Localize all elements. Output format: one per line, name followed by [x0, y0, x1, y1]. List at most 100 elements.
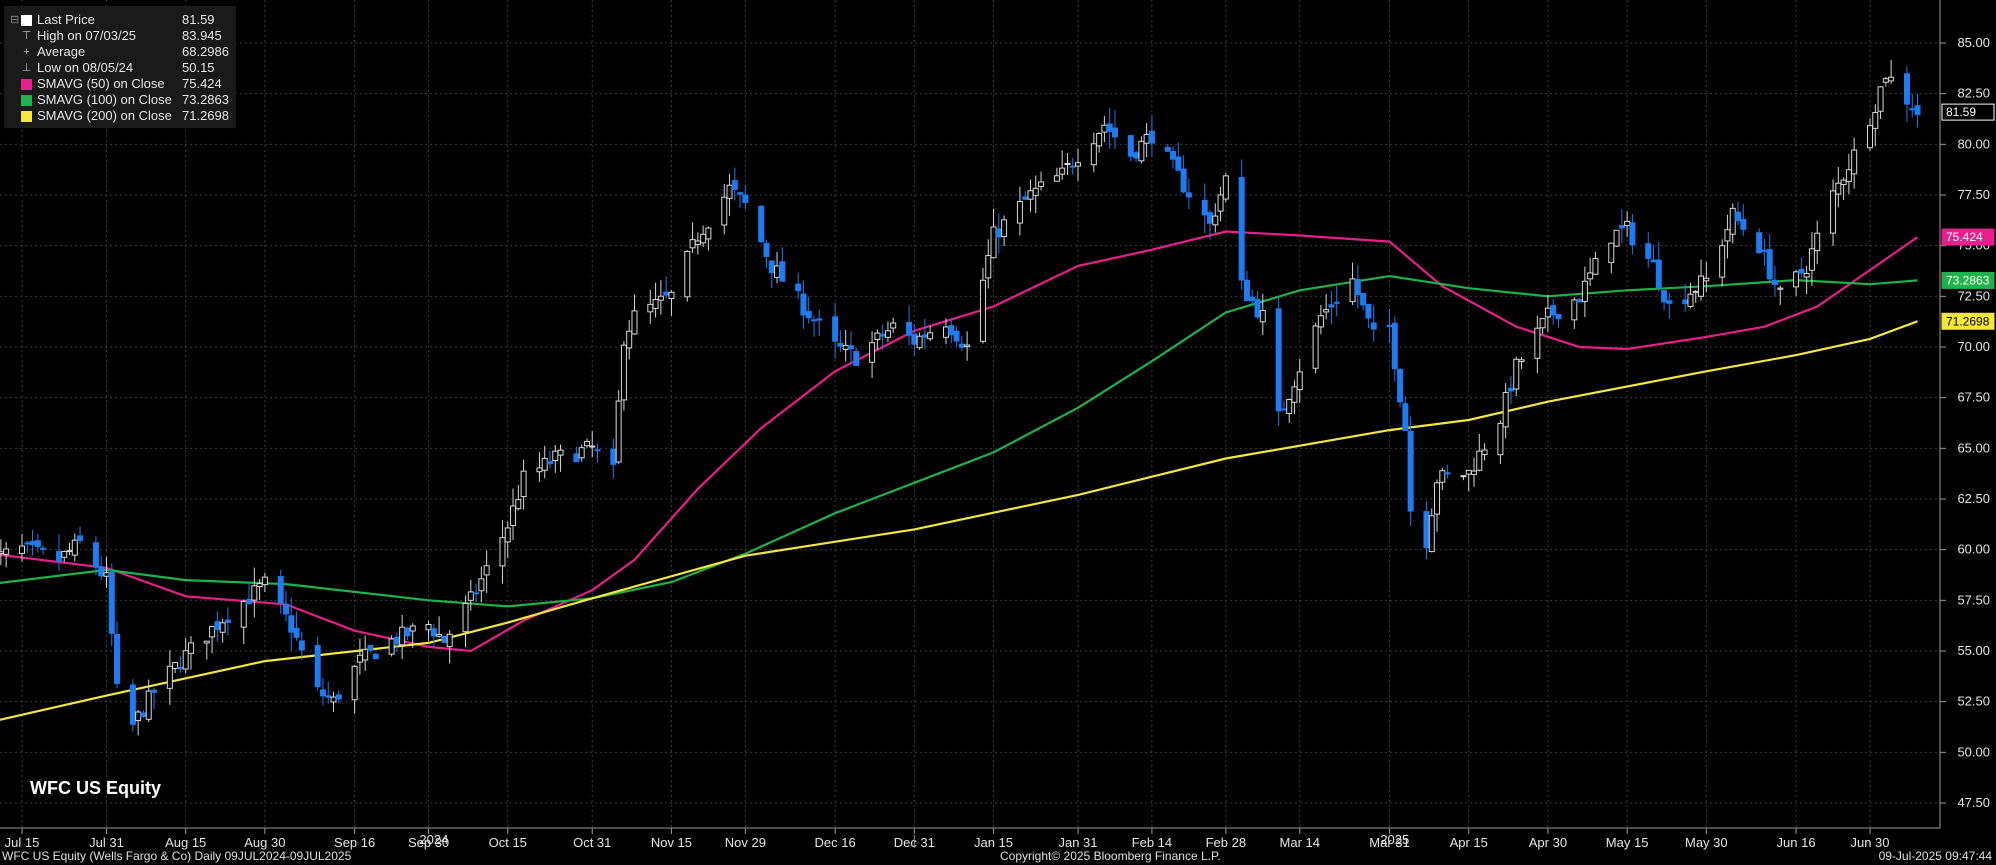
candle-body	[879, 333, 886, 337]
candle	[1407, 416, 1414, 526]
candle	[473, 583, 480, 602]
candle-body	[372, 653, 379, 660]
candle-body	[1814, 232, 1821, 252]
value-tag-text: 81.59	[1946, 105, 1976, 119]
legend-label: SMAVG (200) on Close	[37, 108, 172, 123]
candle-body	[3, 548, 10, 555]
candle	[1655, 242, 1662, 292]
candle	[1460, 475, 1467, 481]
candle	[1143, 123, 1150, 158]
candle-body	[1771, 279, 1778, 286]
x-tick-label: Jan 15	[974, 835, 1013, 850]
candle	[325, 682, 332, 704]
candle	[362, 635, 369, 672]
candle-body	[906, 322, 913, 336]
candle	[1592, 251, 1599, 275]
candle-body	[1127, 135, 1134, 157]
candle-body	[1724, 229, 1731, 242]
candle-body	[1397, 369, 1404, 403]
candle-body	[1185, 192, 1192, 198]
x-year-label: 2025	[1380, 832, 1409, 847]
candle	[979, 267, 986, 344]
legend-label: High on 07/03/25	[37, 28, 137, 43]
candle-body	[1170, 150, 1177, 160]
candle-body	[1365, 303, 1372, 319]
candle-body	[1133, 152, 1140, 159]
candle-body	[1502, 391, 1509, 428]
candle-body	[1032, 187, 1039, 196]
candle	[1444, 464, 1451, 479]
y-tick-label: 55.00	[1957, 643, 1990, 658]
candle-body	[1317, 315, 1324, 328]
candle	[700, 225, 707, 247]
candle	[906, 305, 913, 346]
candle-body	[172, 661, 179, 670]
candle-body	[441, 635, 448, 643]
candle-body	[29, 540, 36, 546]
candle	[1798, 257, 1805, 278]
candle-body	[884, 330, 891, 338]
candle	[34, 533, 41, 553]
candle-body	[610, 448, 617, 465]
candle	[1001, 215, 1008, 247]
candle-body	[1360, 293, 1367, 306]
x-tick-label: Oct 15	[489, 835, 527, 850]
candle-body	[958, 343, 965, 348]
candle	[1840, 177, 1847, 201]
candle-body	[1903, 73, 1910, 105]
candle-body	[837, 342, 844, 347]
candle	[1481, 443, 1488, 461]
candle-body	[335, 694, 342, 700]
candle	[277, 570, 284, 614]
x-tick-label: Mar 31	[1369, 835, 1409, 850]
candle-body	[943, 326, 949, 338]
candle	[1138, 136, 1145, 164]
candle-body	[795, 283, 802, 292]
candle-body	[462, 602, 469, 633]
candle	[684, 250, 691, 302]
candle	[1877, 86, 1884, 119]
candle	[19, 533, 25, 563]
candle	[177, 656, 184, 674]
candle-body	[246, 598, 253, 605]
candle	[187, 636, 194, 670]
candle	[1581, 266, 1588, 318]
candle	[1719, 239, 1726, 287]
candle	[1624, 211, 1631, 237]
candle	[1428, 508, 1435, 553]
candle	[911, 323, 918, 356]
candle-body	[620, 344, 627, 401]
candle	[1175, 142, 1182, 171]
candle	[1069, 157, 1076, 175]
candle-body	[995, 228, 1002, 238]
candle-body	[979, 279, 986, 342]
candle-body	[589, 445, 596, 448]
candle-body	[985, 255, 992, 279]
candle-body	[594, 449, 601, 452]
candle	[657, 280, 664, 315]
candle-body	[478, 578, 485, 592]
candle	[367, 644, 374, 653]
legend-row: ⊤ High on 07/03/25 83.945	[4, 28, 236, 44]
footer-left: WFC US Equity (Wells Fargo & Co) Daily 0…	[2, 849, 352, 863]
candle	[1724, 214, 1731, 259]
candle	[890, 317, 897, 333]
y-tick-label: 80.00	[1957, 136, 1990, 151]
candle-body	[261, 576, 268, 586]
candle	[441, 635, 448, 643]
candle	[436, 616, 443, 638]
candle	[869, 331, 876, 378]
candle-body	[283, 603, 289, 615]
legend: ⊟ Last Price 81.59 ⊤ High on 07/03/25 83.945 +…	[4, 6, 236, 128]
candle-body	[314, 644, 321, 688]
candle-body	[811, 319, 817, 322]
value-tag-box	[1941, 312, 1995, 330]
candle	[1064, 153, 1071, 176]
candle	[1249, 289, 1256, 305]
legend-value: 50.15	[182, 60, 215, 75]
candle-body	[647, 303, 654, 313]
legend-row: ⊟ Last Price 81.59	[4, 12, 236, 28]
candle	[1360, 293, 1367, 311]
legend-swatch	[21, 111, 32, 122]
x-tick-label: Jul 31	[89, 835, 124, 850]
